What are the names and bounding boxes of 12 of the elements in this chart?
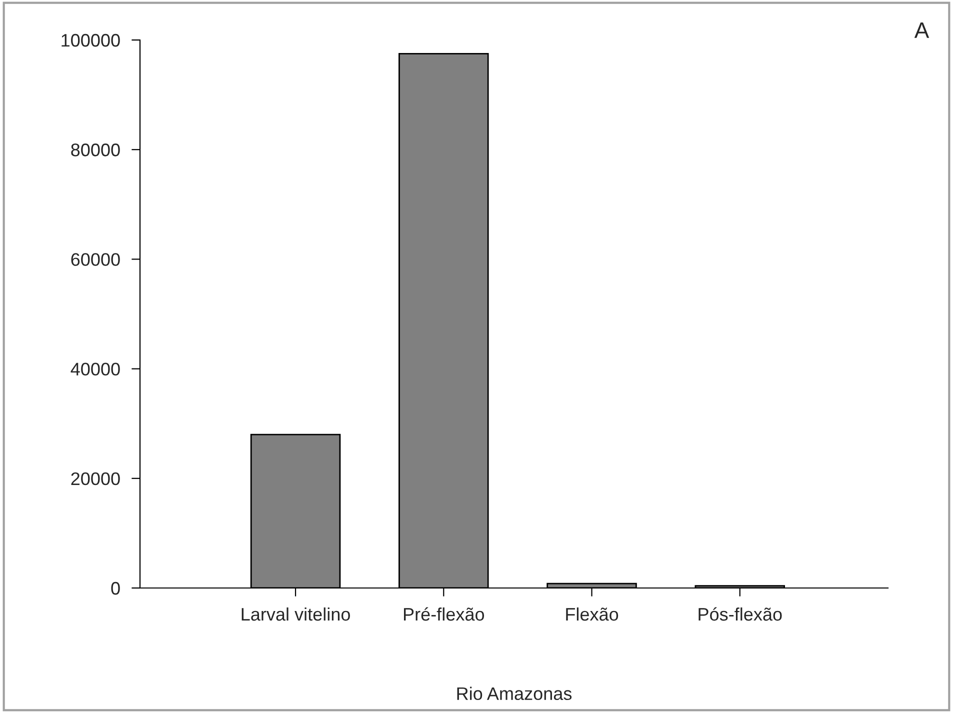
y-tick-label: 80000 [71,144,120,156]
y-tick-label: 40000 [70,362,120,376]
y-tick-label: 100000 [62,34,120,47]
y-tick-label: 0 [111,582,120,595]
x-tick-label: Pós-flexão [698,607,782,621]
x-axis-title: Rio Amazonas [457,686,572,700]
x-tick-label: Pré-flexão [404,607,484,621]
y-tick-label: 60000 [71,253,120,266]
x-tick-label: Larval vitelino [242,607,350,621]
x-tick-label: Flexão [566,607,618,621]
y-tick-label: 20000 [71,472,120,486]
text: A [914,22,930,38]
